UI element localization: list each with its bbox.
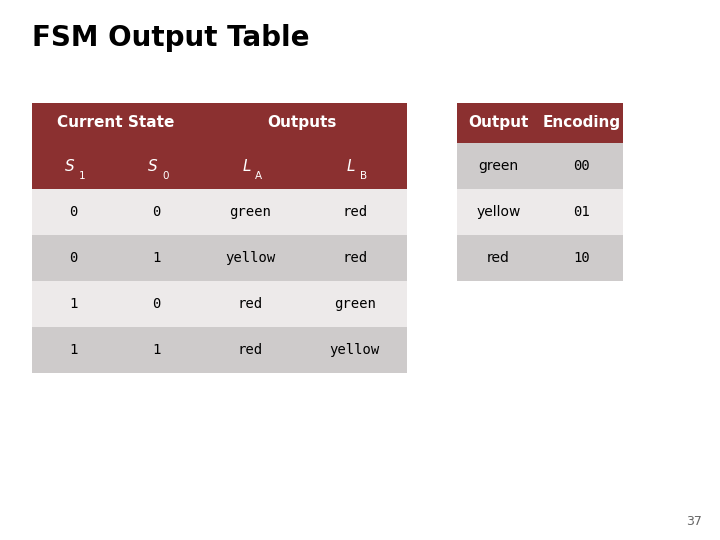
Bar	[32, 235, 407, 281]
Text: 1: 1	[70, 297, 78, 310]
Text: A: A	[256, 171, 262, 181]
Bar	[457, 143, 623, 189]
Text: Outputs: Outputs	[268, 116, 337, 130]
Text: 1: 1	[70, 343, 78, 356]
Text: green: green	[479, 159, 518, 173]
Bar	[457, 235, 623, 281]
Text: red: red	[487, 251, 510, 265]
Text: 00: 00	[573, 159, 590, 173]
Bar	[457, 189, 623, 235]
Text: 01: 01	[573, 205, 590, 219]
Text: Output: Output	[469, 116, 528, 130]
Text: FSM Output Table: FSM Output Table	[32, 24, 310, 52]
Text: B: B	[360, 171, 366, 181]
Text: L: L	[347, 159, 355, 173]
Bar	[32, 327, 407, 373]
Bar	[32, 281, 407, 327]
Text: 0: 0	[70, 205, 78, 219]
Text: 1: 1	[153, 251, 161, 265]
Bar	[32, 143, 407, 189]
Text: red: red	[342, 251, 367, 265]
Bar	[32, 189, 407, 235]
Text: 0: 0	[162, 171, 168, 181]
Text: green: green	[333, 297, 376, 310]
Bar	[32, 103, 407, 143]
Text: 0: 0	[70, 251, 78, 265]
Text: S: S	[148, 159, 158, 173]
Text: yellow: yellow	[225, 251, 275, 265]
Text: 37: 37	[686, 515, 702, 528]
Text: S: S	[66, 159, 75, 173]
Text: green: green	[229, 205, 271, 219]
Text: L: L	[243, 159, 251, 173]
Text: Current State: Current State	[56, 116, 174, 130]
Text: 1: 1	[79, 171, 86, 181]
Text: 10: 10	[573, 251, 590, 265]
Bar	[457, 103, 623, 143]
Text: yellow: yellow	[477, 205, 521, 219]
Text: 0: 0	[153, 205, 161, 219]
Text: red: red	[238, 297, 263, 310]
Text: 0: 0	[153, 297, 161, 310]
Text: red: red	[238, 343, 263, 356]
Text: yellow: yellow	[330, 343, 379, 356]
Text: 1: 1	[153, 343, 161, 356]
Text: red: red	[342, 205, 367, 219]
Text: Encoding: Encoding	[542, 116, 621, 130]
